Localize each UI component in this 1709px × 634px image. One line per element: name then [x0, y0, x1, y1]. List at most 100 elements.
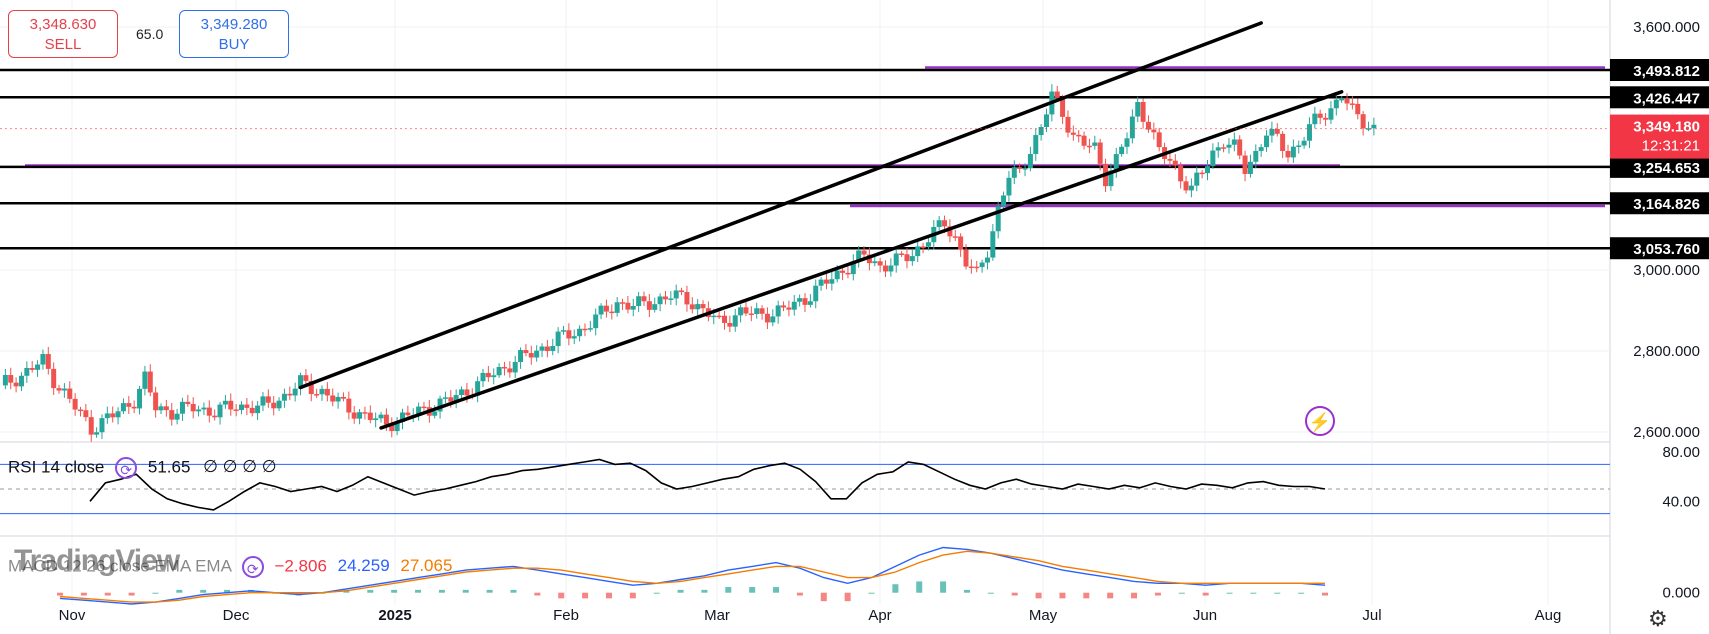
candle-down — [340, 396, 346, 399]
candle-up — [995, 206, 1001, 232]
candle-down — [528, 353, 534, 358]
settings-gear-icon[interactable]: ⚙ — [1648, 606, 1668, 631]
candle-down — [367, 412, 373, 421]
candle-down — [56, 388, 62, 391]
candle-up — [1371, 124, 1377, 129]
spread-value: 65.0 — [136, 26, 164, 42]
candle-up — [1301, 140, 1307, 146]
x-tick-label: Dec — [223, 607, 250, 624]
candle-up — [813, 285, 819, 302]
candle-down — [582, 328, 588, 331]
candle-down — [287, 393, 293, 396]
candle-down — [29, 367, 35, 370]
macd-histogram-bar — [582, 592, 589, 599]
rsi-tick-label: 40.00 — [1662, 493, 1700, 510]
macd-histogram-bar — [1107, 592, 1114, 599]
candle-down — [566, 330, 572, 339]
candle-up — [984, 257, 990, 263]
candle-down — [823, 279, 829, 284]
cycle-icon[interactable]: ⟳ — [115, 457, 138, 479]
candle-up — [453, 394, 459, 402]
candle-up — [394, 422, 400, 432]
x-tick-label: May — [1029, 607, 1058, 624]
candle-down — [1317, 113, 1323, 118]
macd-histogram-bar — [701, 589, 708, 593]
candle-up — [818, 279, 824, 286]
candle-down — [781, 305, 787, 308]
rsi-value: 51.65 — [147, 457, 191, 477]
candle-down — [303, 375, 309, 381]
candle-down — [523, 350, 529, 354]
macd-histogram-bar — [57, 592, 63, 596]
candle-up — [217, 404, 223, 418]
candle-up — [797, 298, 803, 302]
macd-legend[interactable]: MACD 12 26 close EMA EMA ⟳ −2.806 24.259… — [8, 556, 452, 578]
macd-histogram-bar — [605, 592, 612, 599]
candle-up — [40, 354, 46, 365]
macd-hist-value: −2.806 — [274, 556, 327, 576]
buy-button[interactable]: 3,349.280 BUY — [179, 10, 289, 58]
candle-up — [179, 401, 185, 414]
cycle-icon[interactable]: ⟳ — [241, 556, 264, 578]
candle-up — [512, 362, 518, 373]
candle-down — [743, 307, 749, 314]
countdown-label: 12:31:21 — [1642, 138, 1700, 155]
rsi-extra: ∅ ∅ ∅ ∅ — [203, 457, 277, 477]
candle-up — [571, 336, 577, 339]
macd-histogram-bar — [1131, 592, 1138, 599]
candle-up — [1022, 168, 1028, 170]
candle-down — [1017, 167, 1023, 169]
candle-up — [925, 242, 931, 247]
candle-down — [405, 412, 411, 416]
candle-down — [958, 236, 964, 250]
candle-down — [1172, 160, 1178, 166]
candle-up — [99, 418, 105, 433]
macd-histogram-bar — [486, 589, 493, 593]
candle-up — [1269, 128, 1275, 136]
candle-up — [222, 400, 228, 405]
level-price-label: 3,426.447 — [1633, 90, 1700, 107]
level-price-tag — [1610, 237, 1709, 260]
macd-histogram-bar — [176, 589, 183, 593]
candle-down — [131, 406, 137, 409]
candle-up — [373, 418, 379, 421]
y-tick-label: 2,600.000 — [1633, 424, 1700, 441]
macd-label: MACD 12 26 close EMA EMA — [8, 556, 231, 576]
candle-up — [1247, 161, 1253, 174]
sell-button[interactable]: 3,348.630 SELL — [8, 10, 118, 58]
macd-histogram-bar — [653, 592, 660, 594]
candle-up — [276, 400, 282, 409]
candle-up — [1226, 144, 1232, 148]
candle-down — [679, 290, 685, 293]
candle-up — [432, 411, 438, 416]
candle-up — [872, 261, 878, 264]
candle-down — [351, 412, 357, 419]
candle-down — [1183, 181, 1189, 191]
channel-lower-line — [379, 90, 1344, 430]
candle-up — [1194, 172, 1200, 186]
candle-down — [1065, 116, 1071, 133]
candle-down — [662, 296, 668, 300]
buy-label: BUY — [218, 36, 250, 53]
candle-up — [738, 307, 744, 316]
macd-histogram-bar — [128, 592, 135, 596]
candle-down — [13, 382, 19, 387]
macd-histogram-bar — [725, 587, 732, 593]
candle-up — [555, 331, 561, 346]
macd-histogram-bar — [152, 592, 159, 594]
rsi-legend[interactable]: RSI 14 close ⟳ 51.65 ∅ ∅ ∅ ∅ — [8, 457, 277, 479]
candle-down — [1178, 165, 1184, 182]
macd-line-value: 24.259 — [337, 556, 390, 576]
macd-histogram-bar — [1226, 592, 1233, 594]
macd-histogram-bar — [1154, 592, 1161, 596]
candle-down — [625, 302, 631, 310]
y-tick-label: 3,600.000 — [1633, 19, 1700, 36]
candle-up — [1188, 185, 1194, 191]
candle-up — [491, 375, 497, 378]
candle-up — [732, 315, 738, 327]
candle-up — [1001, 195, 1007, 207]
macd-histogram-bar — [1298, 592, 1305, 594]
lightning-icon[interactable]: ⚡ — [1305, 406, 1335, 436]
candle-up — [2, 375, 8, 386]
